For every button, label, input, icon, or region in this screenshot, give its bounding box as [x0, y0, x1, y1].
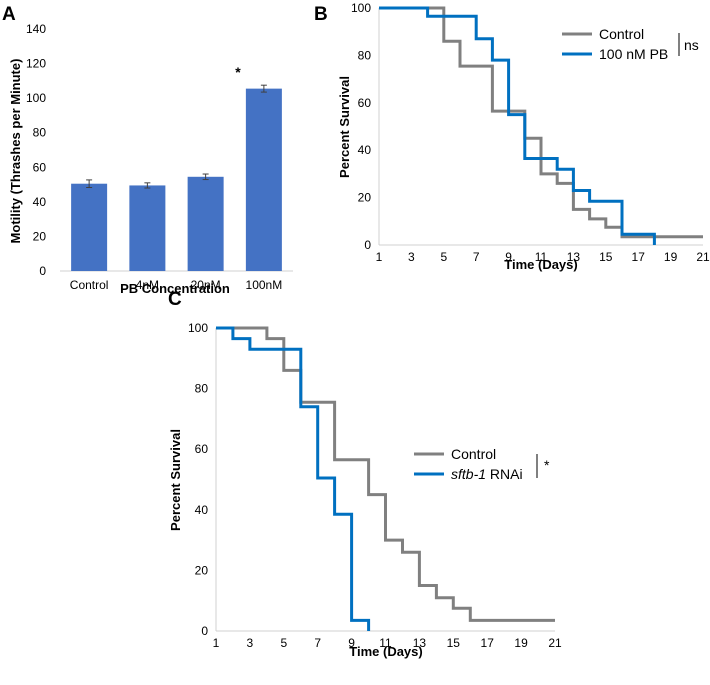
panel-a-y-tick-label: 20 — [33, 229, 47, 243]
panel-c-y-tick-label: 100 — [188, 321, 208, 335]
panel-a-x-tick-labels: Control 4nM 20nM 100nM — [70, 278, 282, 292]
panel-c-legend-rnai-suffix: RNAi — [486, 466, 523, 482]
panel-b-x-axis-title: Time (Days) — [504, 257, 577, 272]
panel-c-legend-rnai-label: sftb-1 RNAi — [451, 466, 523, 482]
panel-a-x-tick-label: 100nM — [246, 278, 283, 292]
panel-a-y-tick-label: 60 — [33, 160, 47, 174]
panel-b-x-tick-label: 13 — [567, 250, 581, 264]
panel-a-x-tick-label: 20nM — [191, 278, 221, 292]
panel-c-series-treatment-line — [216, 326, 371, 631]
panel-b-x-tick-label: 19 — [664, 250, 678, 264]
panel-a-bar — [245, 88, 282, 271]
panel-b-legend-pb-label: 100 nM PB — [599, 46, 668, 62]
panel-b-legend: Control 100 nM PB ns — [562, 26, 699, 62]
panel-c-x-tick-label: 11 — [379, 636, 392, 650]
panel-a-letter: A — [2, 4, 16, 25]
panel-b-y-tick-label: 0 — [364, 238, 371, 252]
panel-c-x-tick-label: 15 — [447, 636, 461, 650]
panel-b-x-tick-label: 5 — [440, 250, 447, 264]
panel-c-x-tick-label: 21 — [548, 636, 562, 650]
panel-b-y-tick-label: 60 — [358, 96, 372, 110]
panel-c-x-tick-label: 7 — [314, 636, 321, 650]
panel-c-x-tick-label: 13 — [413, 636, 427, 650]
panel-a-y-tick-label: 100 — [26, 91, 46, 105]
panel-b-x-tick-label: 17 — [632, 250, 646, 264]
panel-c-y-tick-label: 0 — [201, 624, 208, 638]
panel-c-y-tick-label: 20 — [195, 563, 209, 577]
panel-b-y-tick-labels: 0 20 40 60 80 100 — [351, 1, 371, 252]
panel-a-x-tick-label: 4nM — [136, 278, 159, 292]
panel-a-significance-star: * — [235, 64, 241, 80]
panel-a-bar — [187, 176, 224, 271]
panel-b-y-tick-label: 100 — [351, 1, 371, 15]
panel-b-x-tick-label: 1 — [376, 250, 383, 264]
panel-b-x-tick-label: 11 — [535, 250, 548, 264]
panel-a-bars — [71, 88, 282, 271]
panel-a-y-tick-label: 40 — [33, 195, 47, 209]
panel-a-y-tick-labels: 0 20 40 60 80 100 120 140 — [26, 22, 46, 278]
panel-a-y-tick-label: 120 — [26, 57, 46, 71]
panel-c-legend-rnai-gene: sftb-1 — [451, 466, 486, 482]
panel-b-series — [379, 6, 703, 245]
panel-c-series-control-line — [216, 326, 555, 622]
panel-b-x-tick-label: 15 — [599, 250, 613, 264]
panel-a-y-tick-label: 0 — [39, 264, 46, 278]
panel-c-letter: C — [168, 289, 182, 310]
panel-c-x-tick-label: 9 — [348, 636, 355, 650]
panel-c-y-tick-label: 40 — [195, 503, 209, 517]
panel-b-y-tick-label: 20 — [358, 191, 372, 205]
panel-b-x-tick-labels: 1 3 5 7 9 11 13 15 17 19 21 — [376, 250, 710, 264]
panel-c-x-tick-label: 19 — [514, 636, 528, 650]
panel-a: A 0 20 40 60 80 100 120 140 Control 4nM 20nM 100nM… — [2, 4, 293, 296]
panel-c-x-tick-labels: 1 3 5 7 9 11 13 15 17 19 21 — [213, 636, 562, 650]
panel-b-legend-control-label: Control — [599, 26, 644, 42]
panel-c-x-tick-label: 17 — [481, 636, 495, 650]
panel-c-x-axis-title: Time (Days) — [349, 644, 422, 659]
panel-c-legend: Control sftb-1 RNAi * — [414, 446, 550, 482]
panel-b-x-tick-label: 7 — [473, 250, 480, 264]
panel-c-y-tick-labels: 0 20 40 60 80 100 — [188, 321, 208, 638]
panel-a-x-tick-label: Control — [70, 278, 109, 292]
panel-b-y-tick-label: 80 — [358, 48, 372, 62]
panel-a-x-axis-title: PB Concentration — [120, 281, 230, 296]
panel-b-x-tick-label: 21 — [696, 250, 710, 264]
panel-b-series-control-line — [379, 6, 703, 239]
panel-b-y-axis-title: Percent Survival — [337, 76, 352, 178]
panel-a-error-bars — [86, 84, 267, 189]
panel-c-axes — [215, 328, 555, 632]
panel-c-x-tick-label: 3 — [247, 636, 254, 650]
panel-a-y-tick-label: 80 — [33, 126, 47, 140]
panel-c-x-tick-label: 5 — [280, 636, 287, 650]
panel-c-x-tick-label: 1 — [213, 636, 220, 650]
panel-b-series-treatment-line — [379, 6, 656, 245]
panel-c-series — [216, 326, 555, 631]
panel-b-axes — [378, 8, 703, 246]
panel-b-y-tick-label: 40 — [358, 143, 372, 157]
panel-b-x-tick-label: 9 — [505, 250, 512, 264]
panel-c-y-tick-label: 80 — [195, 382, 209, 396]
panel-b-x-tick-label: 3 — [408, 250, 415, 264]
panel-a-bar — [71, 183, 108, 271]
panel-c-y-tick-label: 60 — [195, 442, 209, 456]
panel-a-y-axis-title: Motility (Thrashes per Minute) — [8, 59, 23, 244]
panel-a-bar — [129, 185, 166, 271]
panel-b-significance: ns — [684, 37, 699, 53]
panel-c-y-axis-title: Percent Survival — [168, 429, 183, 531]
panel-a-y-tick-label: 140 — [26, 22, 46, 36]
panel-c-legend-control-label: Control — [451, 446, 496, 462]
panel-b-letter: B — [314, 4, 328, 25]
panel-c-significance: * — [544, 457, 550, 473]
